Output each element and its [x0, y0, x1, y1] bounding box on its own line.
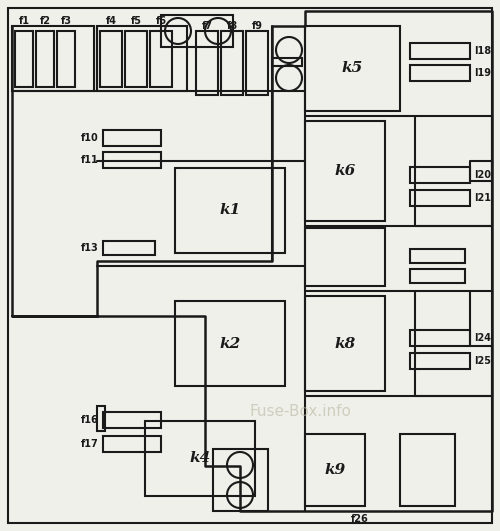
Bar [161, 15, 233, 47]
Text: f17: f17 [81, 439, 99, 449]
Bar [246, 31, 268, 95]
Text: l21: l21 [474, 193, 491, 203]
Bar [410, 43, 470, 59]
Bar [57, 31, 75, 87]
Text: k5: k5 [342, 62, 363, 75]
Bar [103, 241, 155, 255]
Bar [175, 301, 285, 386]
Text: f9: f9 [252, 21, 262, 31]
Bar [15, 31, 33, 87]
Bar [410, 330, 470, 346]
Bar [272, 58, 302, 66]
Text: f26: f26 [351, 514, 369, 524]
Text: k8: k8 [334, 337, 355, 350]
Bar [305, 434, 365, 506]
Bar [410, 269, 465, 283]
Bar [410, 249, 465, 263]
Text: l25: l25 [474, 356, 491, 366]
Text: f10: f10 [81, 133, 99, 143]
Bar [410, 353, 470, 369]
Text: l19: l19 [474, 68, 491, 78]
Bar [213, 449, 268, 511]
Bar [103, 412, 161, 428]
Text: f11: f11 [81, 155, 99, 165]
Text: f1: f1 [18, 16, 30, 26]
Text: k2: k2 [220, 337, 240, 350]
Bar [410, 65, 470, 81]
Text: k9: k9 [324, 463, 345, 477]
Text: f2: f2 [40, 16, 50, 26]
Bar [150, 31, 172, 87]
Bar [100, 31, 122, 87]
Text: f13: f13 [81, 243, 99, 253]
Bar [97, 26, 187, 91]
Bar [305, 228, 385, 286]
Bar [221, 31, 243, 95]
Bar [305, 121, 385, 221]
Text: f5: f5 [130, 16, 141, 26]
Bar [196, 31, 218, 95]
Bar [400, 434, 455, 506]
Text: l18: l18 [474, 46, 491, 56]
Text: f8: f8 [226, 21, 237, 31]
Bar [103, 436, 161, 452]
Text: Fuse-Box.info: Fuse-Box.info [249, 404, 351, 418]
Text: l20: l20 [474, 170, 491, 180]
Text: k1: k1 [220, 203, 240, 218]
Text: k4: k4 [190, 451, 210, 466]
Bar [97, 406, 105, 431]
Bar [36, 31, 54, 87]
Text: f16: f16 [81, 415, 99, 425]
Bar [103, 152, 161, 168]
Bar [125, 31, 147, 87]
Bar [305, 296, 385, 391]
Bar [305, 26, 400, 111]
Text: f6: f6 [156, 16, 166, 26]
Bar [12, 26, 94, 91]
Bar [103, 130, 161, 146]
Bar [145, 421, 255, 496]
Bar [410, 167, 470, 183]
Text: f7: f7 [202, 21, 212, 31]
Text: k6: k6 [334, 164, 355, 178]
Text: l24: l24 [474, 333, 491, 343]
Bar [175, 168, 285, 253]
Text: f3: f3 [60, 16, 72, 26]
Text: f4: f4 [106, 16, 117, 26]
Bar [410, 190, 470, 206]
